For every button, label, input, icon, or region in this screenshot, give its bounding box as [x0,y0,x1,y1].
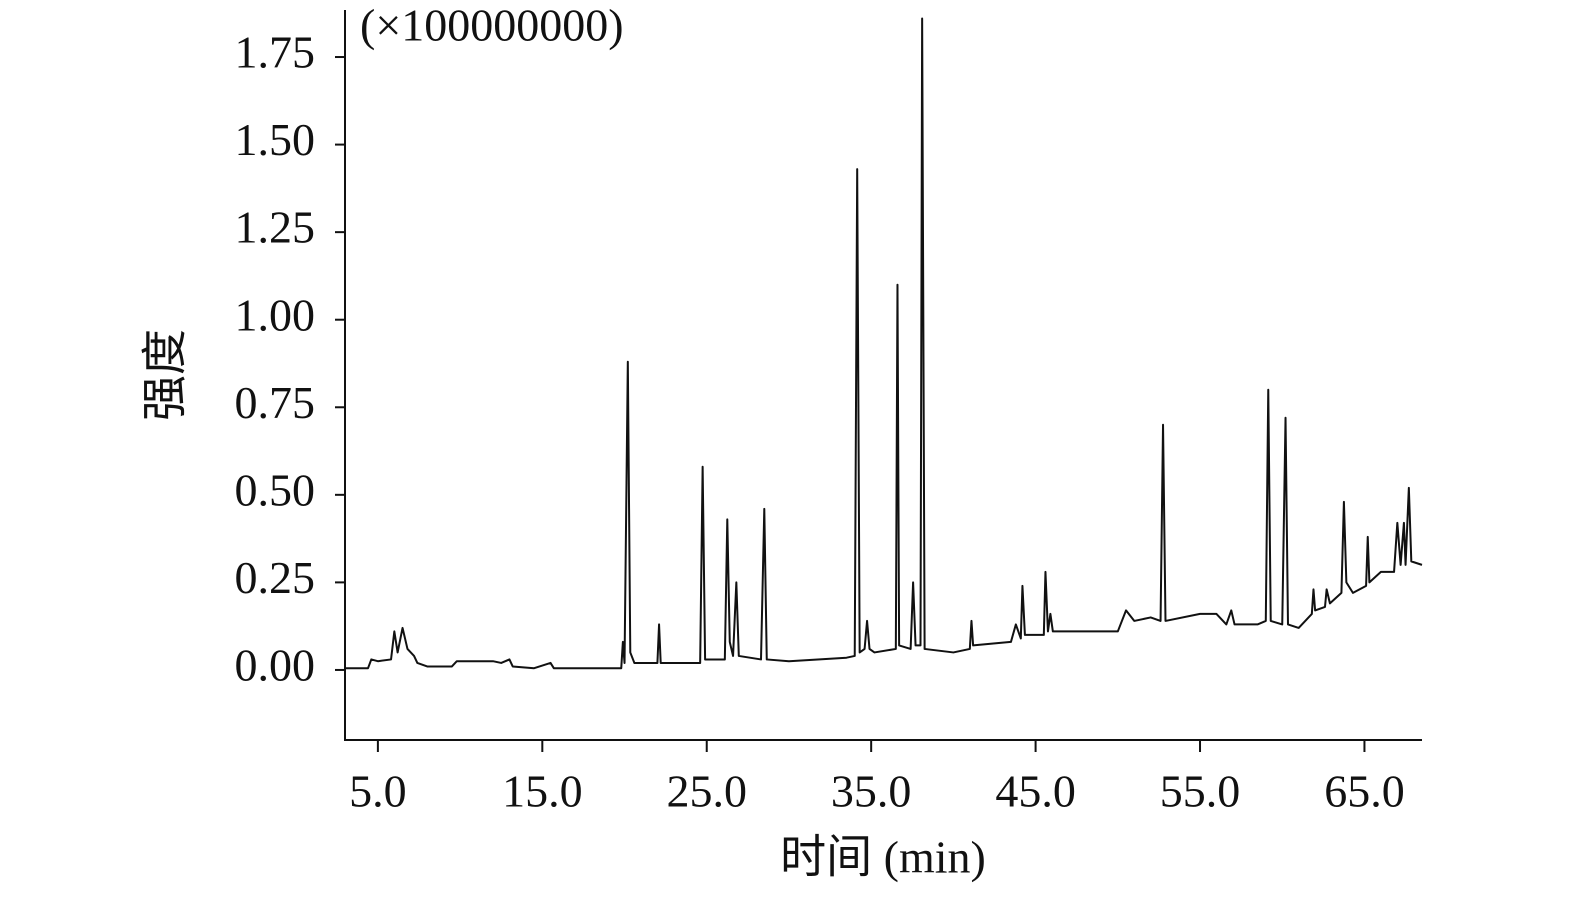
x-tick-label: 15.0 [502,766,583,817]
y-tick-label: 1.00 [235,289,316,340]
y-tick-label: 1.50 [235,114,316,165]
y-tick-label: 1.25 [235,202,316,253]
y-axis-label: 强度 [140,329,191,421]
y-tick-label: 0.00 [235,640,316,691]
scale-annotation: (×100000000) [360,0,624,51]
x-tick-label: 45.0 [995,766,1076,817]
y-tick-label: 0.50 [235,464,316,515]
y-tick-label: 0.75 [235,377,316,428]
chromatogram-line [345,17,1423,670]
x-tick-label: 35.0 [831,766,912,817]
x-tick-label: 25.0 [666,766,747,817]
x-tick-label: 5.0 [349,766,407,817]
x-tick-label: 55.0 [1160,766,1241,817]
x-tick-label: 65.0 [1324,766,1405,817]
x-axis-label: 时间 (min) [780,832,986,883]
y-tick-label: 1.75 [235,27,316,78]
y-tick-label: 0.25 [235,552,316,603]
